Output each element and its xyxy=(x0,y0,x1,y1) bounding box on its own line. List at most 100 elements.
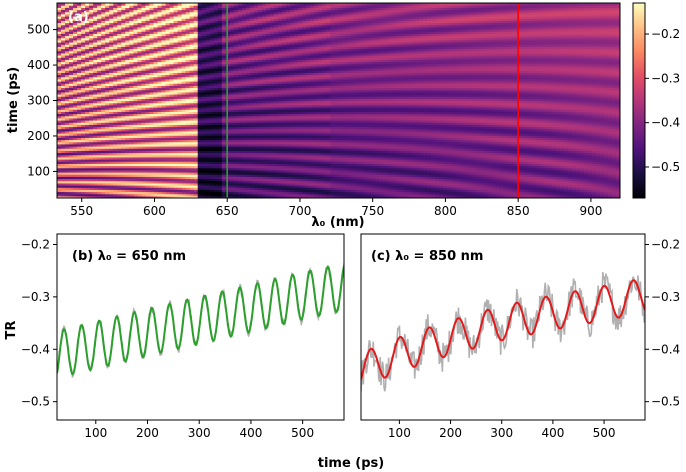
heatmap-cell xyxy=(89,46,94,50)
heatmap-cell xyxy=(89,5,94,8)
heatmap-cell xyxy=(113,24,118,28)
heatmap-cell xyxy=(101,150,106,154)
heatmap-cell xyxy=(77,124,82,128)
heatmap-cell xyxy=(105,72,110,76)
heatmap-cell xyxy=(57,59,62,63)
heatmap-cell xyxy=(81,193,86,197)
heatmap-cell xyxy=(65,104,70,108)
heatmap-cell xyxy=(77,31,82,34)
heatmap-cell xyxy=(101,193,106,197)
heatmap-cell xyxy=(61,150,66,154)
heatmap-cell xyxy=(89,195,94,198)
heatmap-cell xyxy=(97,120,102,123)
heatmap-cell xyxy=(57,126,62,130)
heatmap-cell xyxy=(73,180,78,184)
heatmap-cell xyxy=(77,46,82,50)
heatmap-cell xyxy=(65,146,70,149)
heatmap-cell xyxy=(69,135,74,138)
heatmap-cell xyxy=(61,100,66,104)
heatmap-cell xyxy=(73,16,78,19)
heatmap-cell xyxy=(77,13,82,17)
heatmap-cell xyxy=(85,107,90,110)
heatmap-cell xyxy=(105,113,110,117)
heatmap-cell xyxy=(73,52,78,56)
heatmap-cell xyxy=(105,178,110,182)
heatmap-cell xyxy=(61,107,66,110)
heatmap-cell xyxy=(57,122,62,125)
heatmap-cell xyxy=(57,117,62,121)
heatmap-cell xyxy=(101,107,106,110)
heatmap-cell xyxy=(65,182,70,186)
heatmap-cell xyxy=(61,55,66,58)
heatmap-cell xyxy=(61,70,66,73)
heatmap-cell xyxy=(61,152,66,156)
heatmap-cell xyxy=(93,154,98,158)
heatmap-cell xyxy=(93,172,98,175)
heatmap-cell xyxy=(93,193,98,197)
heatmap-cell xyxy=(57,29,62,32)
heatmap-cell xyxy=(57,148,62,151)
heatmap-cell xyxy=(57,5,62,8)
heatmap-cell xyxy=(73,96,78,99)
heatmap-cell xyxy=(113,189,118,193)
heatmap-cell xyxy=(81,26,86,30)
heatmap-cell xyxy=(81,39,86,43)
heatmap-cell xyxy=(73,185,78,188)
heatmap-cell xyxy=(85,42,90,45)
heatmap-cell xyxy=(109,163,114,167)
heatmap-cell xyxy=(77,89,82,93)
heatmap-cell xyxy=(61,172,66,175)
heatmap-cell xyxy=(109,22,114,26)
heatmap-cell xyxy=(113,44,118,47)
heatmap-cell xyxy=(73,20,78,24)
heatmap-cell xyxy=(105,13,110,17)
heatmap-cell xyxy=(61,74,66,78)
heatmap-cell xyxy=(101,29,106,32)
heatmap-cell xyxy=(85,146,90,149)
heatmap-cell xyxy=(85,178,90,182)
heatmap-cell xyxy=(93,22,98,26)
heatmap-cell xyxy=(105,174,110,177)
heatmap-cell xyxy=(81,81,86,84)
heatmap-cell xyxy=(89,133,94,136)
heatmap-cell xyxy=(77,195,82,198)
heatmap-cell xyxy=(93,33,98,37)
heatmap-cell xyxy=(69,76,74,80)
heatmap-cell xyxy=(77,18,82,21)
heatmap-cell xyxy=(113,154,118,158)
heatmap-cell xyxy=(89,174,94,177)
heatmap-cell xyxy=(93,78,98,82)
heatmap-cell xyxy=(85,150,90,154)
heatmap-cell xyxy=(85,46,90,50)
heatmap-cell xyxy=(101,18,106,21)
heatmap-cell xyxy=(61,122,66,125)
heatmap-cell xyxy=(57,48,62,52)
heatmap-cell xyxy=(81,191,86,195)
heatmap-cell xyxy=(101,122,106,125)
heatmap-cell xyxy=(57,133,62,136)
heatmap-cell xyxy=(105,156,110,160)
heatmap-cell xyxy=(65,148,70,151)
heatmap-cell xyxy=(57,189,62,193)
heatmap-cell xyxy=(73,81,78,84)
heatmap-cell xyxy=(109,35,114,39)
heatmap-cell xyxy=(97,44,102,47)
heatmap-cell xyxy=(97,133,102,136)
heatmap-cell xyxy=(81,124,86,128)
heatmap-cell xyxy=(81,109,86,112)
heatmap-cell xyxy=(89,124,94,128)
heatmap-cell xyxy=(73,61,78,65)
heatmap-cell xyxy=(81,74,86,78)
heatmap-cell xyxy=(73,161,78,164)
heatmap-cell xyxy=(113,63,118,67)
heatmap-cell xyxy=(97,126,102,130)
heatmap-cell xyxy=(85,172,90,175)
heatmap-cell xyxy=(105,169,110,173)
heatmap-cell xyxy=(73,35,78,39)
heatmap-cell xyxy=(57,191,62,195)
heatmap-cell xyxy=(101,133,106,136)
heatmap-cell xyxy=(85,35,90,39)
heatmap-cell xyxy=(57,152,62,156)
heatmap-cell xyxy=(105,26,110,30)
heatmap-cell xyxy=(73,100,78,104)
